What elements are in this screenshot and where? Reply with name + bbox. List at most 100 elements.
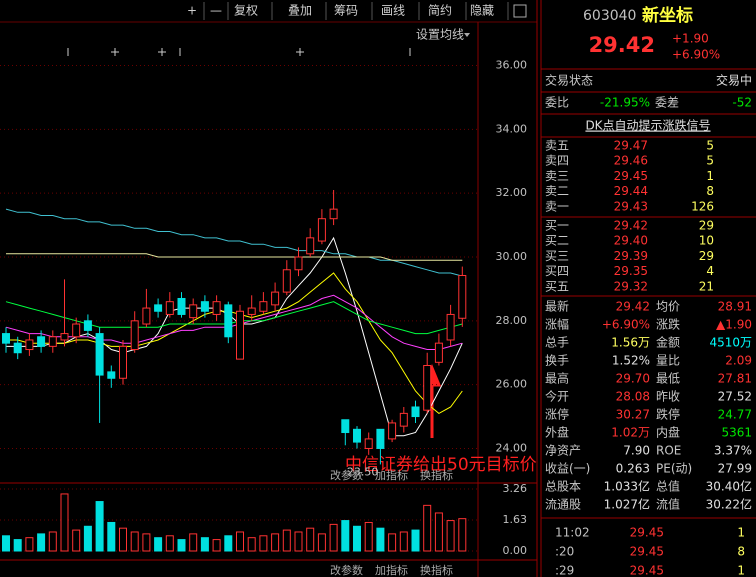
volume-bar <box>224 535 233 552</box>
indicator-button[interactable]: 加指标 <box>375 468 408 482</box>
price-change: +1.90 <box>672 32 709 46</box>
volume-bar <box>72 529 81 552</box>
indicator-button[interactable]: 加指标 <box>375 563 408 577</box>
stat-value: 30.27 <box>616 408 650 422</box>
candle-body <box>189 304 198 319</box>
stat-value: -21.95% <box>600 96 650 110</box>
stat-value: 27.52 <box>718 390 752 404</box>
volume-bar <box>60 493 69 552</box>
volume-bar <box>130 531 139 552</box>
candle-body <box>60 333 69 341</box>
stat-value: 1.56万 <box>611 336 650 350</box>
candle-body <box>446 313 455 341</box>
tick-time: :29 <box>555 564 574 577</box>
stat-label: 流值 <box>656 497 680 512</box>
candle-body <box>458 275 467 319</box>
dropdown-icon <box>464 33 470 37</box>
book-volume: 29 <box>699 249 714 263</box>
ma-line <box>6 253 463 261</box>
indicator-button[interactable]: 改参数 <box>330 563 363 577</box>
stat-label: 最高 <box>545 371 569 386</box>
book-volume: 21 <box>699 279 714 293</box>
stat-value: 1.52% <box>612 354 650 368</box>
book-price: 29.47 <box>614 139 648 153</box>
volume-bar <box>388 533 397 552</box>
volume-bar <box>142 533 151 552</box>
book-label: 卖四 <box>545 154 569 168</box>
book-label: 买二 <box>545 234 569 248</box>
book-volume: 29 <box>699 219 714 233</box>
event-markers <box>67 48 411 56</box>
stat-label: 外盘 <box>545 425 569 440</box>
volume-bar <box>177 539 186 552</box>
book-price: 29.42 <box>614 219 648 233</box>
stat-label: 金额 <box>656 335 680 350</box>
volume-bar <box>212 539 221 552</box>
toolbar-button[interactable]: + <box>187 4 197 18</box>
volume-bar <box>399 531 408 552</box>
ma-line <box>5 294 463 350</box>
candle-body <box>165 301 174 315</box>
toolbar-button[interactable]: 复权 <box>234 4 258 18</box>
y-tick-label: 32.00 <box>496 186 528 199</box>
tick-volume: 8 <box>737 545 745 559</box>
ma-line <box>6 272 463 415</box>
expand-icon[interactable] <box>513 4 527 18</box>
volume-bar <box>259 535 268 552</box>
indicator-button[interactable]: 改参数 <box>330 468 363 482</box>
book-volume: 10 <box>699 234 714 248</box>
candle-body <box>271 291 280 306</box>
volume-bar <box>434 512 443 552</box>
candle-body <box>353 428 361 443</box>
indicator-button[interactable]: 换指标 <box>420 468 453 482</box>
book-label: 买五 <box>545 279 569 293</box>
toolbar-button[interactable]: 隐藏 <box>470 4 494 18</box>
candle-body <box>154 304 163 312</box>
toolbar-button[interactable]: 画线 <box>381 4 405 18</box>
book-label: 卖二 <box>545 184 569 198</box>
stat-value: 28.08 <box>616 390 650 404</box>
volume-bar <box>200 537 209 552</box>
y-tick-label: 24.00 <box>496 441 528 454</box>
y-tick-label: 36.00 <box>496 59 528 72</box>
indicator-button[interactable]: 换指标 <box>420 563 453 577</box>
toolbar-button[interactable]: 简约 <box>428 3 452 18</box>
toolbar-button[interactable]: 叠加 <box>288 4 312 18</box>
candle-body <box>317 218 326 242</box>
candle-body <box>341 419 350 434</box>
toolbar-button[interactable]: 筹码 <box>334 4 358 18</box>
signal-link[interactable]: DK点自动提示涨跌信号 <box>585 118 710 133</box>
volume-bar <box>364 521 373 552</box>
volume-bar <box>458 518 467 552</box>
stat-label: 总值 <box>656 479 680 494</box>
volume-bar <box>247 537 256 552</box>
volume-bar <box>317 533 326 552</box>
stock-code: 603040 <box>583 8 636 24</box>
status-value: 交易中 <box>716 73 752 88</box>
stat-label: 跌停 <box>656 407 680 422</box>
candle-body <box>423 365 432 411</box>
book-volume: 5 <box>706 154 714 168</box>
stat-label: 委比 <box>545 96 569 110</box>
candle-body <box>48 336 57 347</box>
status-label: 交易状态 <box>545 73 593 88</box>
volume-bar <box>107 521 116 552</box>
book-volume: 126 <box>691 199 714 213</box>
ma-setting[interactable]: 设置均线 <box>416 28 464 42</box>
stat-label: 今开 <box>545 389 569 404</box>
candle-body <box>236 310 244 360</box>
ma-line <box>6 236 463 437</box>
candle-body <box>200 301 209 312</box>
tick-time: :20 <box>555 545 574 559</box>
volume-tick-label: 0.00 <box>503 544 528 557</box>
volume-bar <box>95 501 104 552</box>
volume-bar <box>189 533 198 552</box>
volume-bar <box>411 529 420 552</box>
y-tick-label: 30.00 <box>496 250 528 263</box>
volume-bar <box>423 504 432 552</box>
volume-bar <box>376 527 385 552</box>
tick-volume: 1 <box>737 526 745 540</box>
stat-value: 28.91 <box>718 300 752 314</box>
toolbar-button[interactable]: — <box>210 4 222 18</box>
stat-label: 总股本 <box>545 480 581 494</box>
